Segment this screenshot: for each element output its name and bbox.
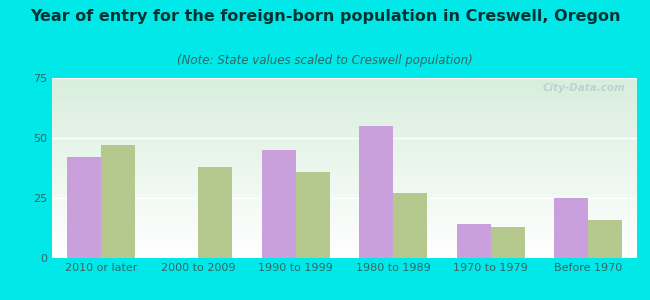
Bar: [261, 150, 296, 258]
Text: City-Data.com: City-Data.com: [543, 83, 625, 93]
Text: (Note: State values scaled to Creswell population): (Note: State values scaled to Creswell p…: [177, 54, 473, 67]
Bar: [457, 224, 491, 258]
Text: Year of entry for the foreign-born population in Creswell, Oregon: Year of entry for the foreign-born popul…: [30, 9, 620, 24]
Bar: [491, 227, 525, 258]
Bar: [588, 220, 623, 258]
Bar: [554, 198, 588, 258]
Bar: [198, 167, 233, 258]
Bar: [66, 157, 101, 258]
Bar: [101, 145, 135, 258]
Bar: [359, 126, 393, 258]
Bar: [393, 193, 428, 258]
Bar: [296, 172, 330, 258]
